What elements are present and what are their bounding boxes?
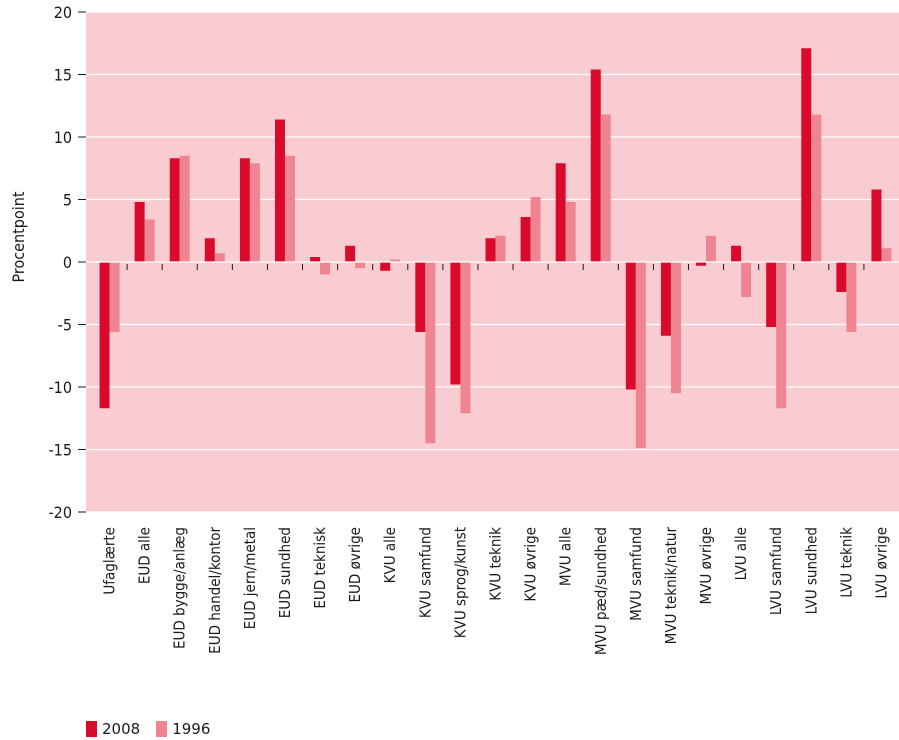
y-tick-label: -10 [48, 378, 72, 397]
bar-2008 [274, 119, 285, 262]
x-tick-label: EUD alle [136, 527, 154, 584]
y-tick-label: 5 [63, 191, 72, 210]
y-axis-label: Procentpoint [9, 191, 28, 282]
bar-2008 [239, 158, 250, 262]
bar-1996 [320, 262, 331, 275]
bar-2008 [380, 262, 391, 271]
x-tick-label: LVU teknik [837, 527, 855, 598]
bar-2008 [134, 202, 145, 262]
x-tick-label: KVU teknik [487, 527, 505, 601]
bar-1996 [249, 163, 260, 262]
y-axis: 20 15 10 5 0 -5 -10 -15 -20 [48, 3, 86, 522]
bar-1996 [670, 262, 681, 394]
x-tick-label: EUD teknisk [311, 527, 329, 609]
x-tick-label: KVU øvrige [522, 527, 540, 602]
bar-2008 [169, 158, 180, 262]
bar-1996 [355, 262, 366, 269]
legend-swatch-1996 [156, 721, 168, 737]
bar-2008 [696, 262, 707, 266]
bar-2008 [555, 163, 566, 262]
legend-swatch-2008 [86, 721, 97, 737]
bars [99, 48, 892, 449]
bar-1996 [179, 155, 190, 262]
bar-2008 [485, 238, 496, 262]
bar-2008 [660, 262, 671, 336]
bar-1996 [706, 235, 717, 262]
x-tick-label: KVU samfund [416, 527, 434, 618]
bar-1996 [214, 253, 225, 262]
bar-2008 [310, 257, 321, 262]
y-tick-label: 15 [54, 66, 72, 85]
x-tick-label: MVU samfund [627, 527, 645, 621]
y-tick-label: -20 [48, 503, 72, 522]
x-tick-label: Ufaglærte [101, 527, 119, 595]
bar-1996 [846, 262, 857, 332]
x-tick-label: EUD bygge/anlæg [171, 527, 189, 649]
x-tick-label: EUD sundhed [276, 527, 294, 618]
x-tick-label: LVU sundhed [802, 527, 820, 614]
x-tick-label: KVU sprog/kunst [451, 527, 469, 638]
bar-1996 [109, 262, 120, 332]
bar-2008 [345, 245, 356, 262]
y-tick-label: 0 [63, 253, 72, 272]
bar-2008 [801, 48, 812, 262]
x-tick-label: KVU alle [381, 527, 399, 583]
bar-2008 [871, 189, 882, 262]
bar-1996 [565, 202, 576, 262]
bar-2008 [204, 238, 215, 262]
y-tick-label: 10 [54, 128, 72, 147]
bar-1996 [425, 262, 436, 444]
y-tick-label: 20 [54, 3, 72, 22]
bar-1996 [811, 114, 822, 262]
bar-1996 [530, 197, 541, 262]
x-tick-label: MVU alle [557, 527, 575, 586]
bar-2008 [766, 262, 777, 327]
legend-item-2008: 2008 [86, 720, 140, 738]
bar-2008 [520, 217, 531, 262]
bar-1996 [144, 219, 155, 262]
x-tick-label: LVU øvrige [872, 527, 890, 599]
x-tick-label: MVU pæd/sundhed [592, 527, 610, 655]
legend-label-2008: 2008 [102, 720, 141, 738]
bar-1996 [284, 155, 295, 262]
x-tick-label: MVU øvrige [697, 527, 715, 604]
bar-1996 [495, 235, 506, 262]
x-tick-label: LVU samfund [767, 527, 785, 615]
bar-2008 [99, 262, 110, 409]
legend-item-1996: 1996 [156, 720, 210, 738]
legend-label-1996: 1996 [172, 720, 211, 738]
bar-1996 [600, 114, 611, 262]
bar-1996 [390, 259, 401, 262]
x-tick-label: EUD øvrige [346, 527, 364, 603]
bar-1996 [881, 248, 892, 262]
y-tick-label: -5 [58, 316, 72, 335]
x-tick-label: EUD handel/kontor [206, 527, 224, 654]
bar-2008 [625, 262, 636, 390]
x-axis: Ufaglærte EUD alle EUD bygge/anlæg EUD hand… [86, 261, 899, 655]
bar-2008 [731, 245, 742, 262]
gridlines [86, 11, 899, 513]
bar-1996 [635, 262, 646, 449]
x-tick-label: LVU alle [732, 527, 750, 580]
x-tick-label: EUD jern/metal [241, 527, 259, 629]
bar-1996 [776, 262, 787, 409]
bar-1996 [741, 262, 752, 297]
legend: 2008 1996 [86, 720, 226, 738]
bar-2008 [836, 262, 847, 292]
bar-2008 [450, 262, 461, 385]
bar-1996 [460, 262, 471, 414]
x-tick-label: MVU teknik/natur [662, 527, 680, 645]
bar-2008 [590, 69, 601, 262]
y-tick-label: -15 [48, 441, 72, 460]
bar-2008 [415, 262, 426, 332]
